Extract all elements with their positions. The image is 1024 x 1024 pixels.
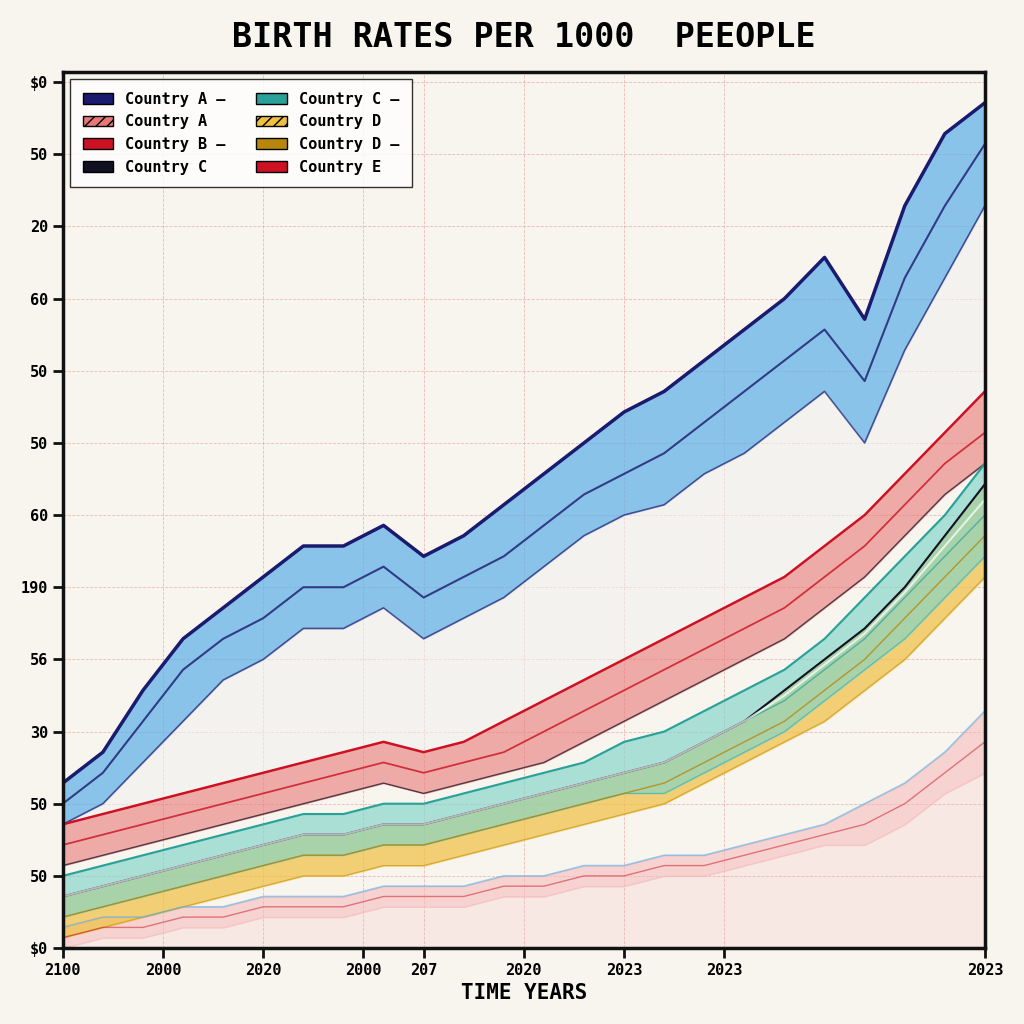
Legend: Country A –, Country A, Country B –, Country C, Country C –, Country D, Country : Country A –, Country A, Country B –, Cou… xyxy=(71,80,412,186)
Title: BIRTH RATES PER 1000  PEEOPLE: BIRTH RATES PER 1000 PEEOPLE xyxy=(232,20,816,54)
X-axis label: TIME YEARS: TIME YEARS xyxy=(461,983,587,1004)
